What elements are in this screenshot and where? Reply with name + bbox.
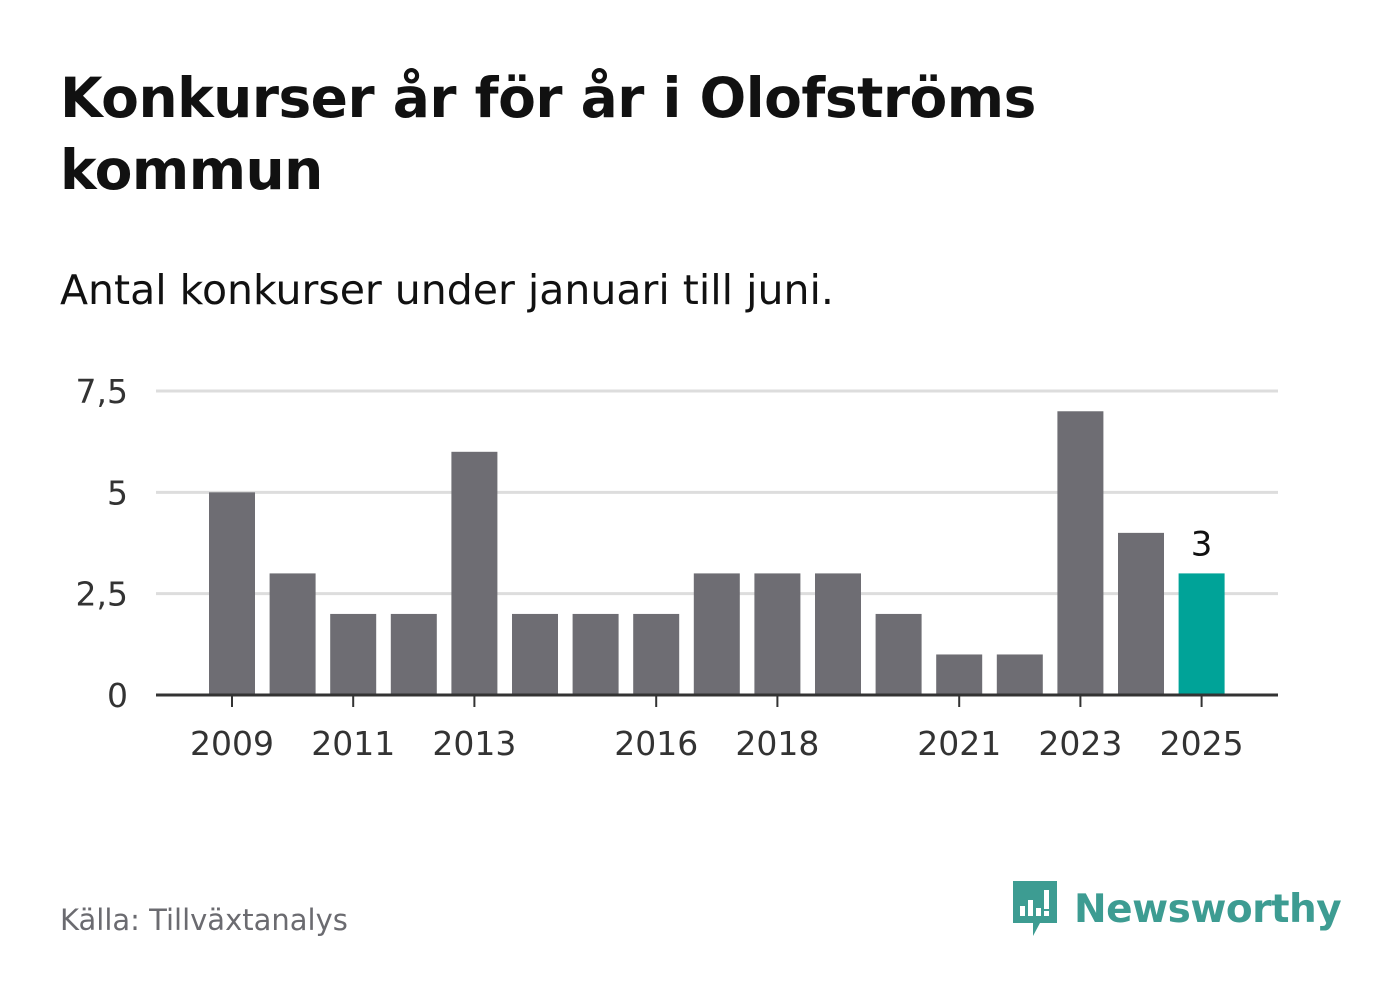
y-tick-label: 7,5 <box>76 372 128 411</box>
bar <box>512 613 558 695</box>
bar <box>754 573 801 695</box>
x-axis-tick-labels: 2009 2011 2013 2016 2018 2021 2023 2025 <box>190 724 1244 763</box>
bar <box>269 573 316 695</box>
x-tick-label: 2025 <box>1160 724 1244 763</box>
y-tick-label: 5 <box>107 473 128 512</box>
x-tick-label: 2016 <box>614 724 698 763</box>
chart-title: Konkurser år för år i Olofströms kommun <box>60 66 1036 202</box>
x-tick-label: 2013 <box>432 724 516 763</box>
brand-name: Newsworthy <box>1074 886 1342 932</box>
bar <box>936 654 983 695</box>
x-tick-label: 2023 <box>1038 724 1122 763</box>
bar <box>693 573 740 695</box>
bar <box>451 451 498 695</box>
x-tick-label: 2011 <box>311 724 395 763</box>
bar <box>815 573 861 695</box>
bar <box>330 613 377 695</box>
bar <box>209 492 255 695</box>
source-note: Källa: Tillväxtanalys <box>60 903 348 937</box>
bar <box>1178 573 1225 695</box>
bar <box>875 613 922 695</box>
x-tick-label: 2018 <box>735 724 819 763</box>
bar <box>996 654 1043 695</box>
bar <box>390 613 437 695</box>
y-axis-tick-labels: 0 2,5 5 7,5 <box>76 372 128 715</box>
bar <box>633 613 680 695</box>
x-axis <box>156 693 1278 707</box>
x-tick-label: 2021 <box>917 724 1001 763</box>
bar <box>1057 411 1104 695</box>
newsworthy-brand: Newsworthy <box>1010 876 1342 942</box>
data-labels: 3 <box>1191 524 1213 564</box>
x-tick-label: 2009 <box>190 724 274 763</box>
grid-lines <box>156 389 1278 596</box>
chart-subtitle: Antal konkurser under januari till juni. <box>60 266 834 314</box>
bar <box>572 613 619 695</box>
newsworthy-logo-icon <box>1013 881 1057 936</box>
y-tick-label: 2,5 <box>76 575 128 614</box>
y-tick-label: 0 <box>107 676 128 715</box>
bar <box>1118 532 1164 695</box>
data-label: 3 <box>1191 524 1213 564</box>
bar-series <box>209 411 1225 695</box>
